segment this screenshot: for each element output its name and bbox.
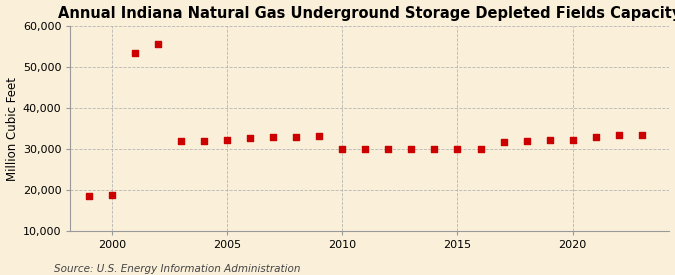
Point (544, 138, 555, 142)
Point (198, 139, 209, 143)
Point (176, 139, 186, 143)
Point (429, 147, 440, 151)
Point (452, 147, 463, 151)
Point (291, 134, 302, 139)
Point (521, 139, 532, 144)
Point (498, 140, 509, 144)
Point (245, 136, 256, 140)
Point (567, 138, 578, 142)
Point (591, 135, 601, 139)
Y-axis label: Million Cubic Feet: Million Cubic Feet (5, 76, 18, 180)
Point (614, 133, 624, 137)
Point (475, 147, 486, 151)
Point (337, 147, 348, 151)
Point (107, 193, 117, 198)
Text: Source: U.S. Energy Information Administration: Source: U.S. Energy Information Administ… (54, 264, 300, 274)
Point (406, 147, 416, 151)
Point (383, 147, 394, 151)
Point (221, 138, 232, 142)
Point (268, 135, 279, 139)
Point (314, 134, 325, 139)
Point (84, 194, 95, 199)
Point (637, 133, 647, 137)
Title: Annual Indiana Natural Gas Underground Storage Depleted Fields Capacity: Annual Indiana Natural Gas Underground S… (58, 6, 675, 21)
Point (130, 50, 140, 55)
Point (360, 147, 371, 151)
Point (153, 41, 163, 46)
